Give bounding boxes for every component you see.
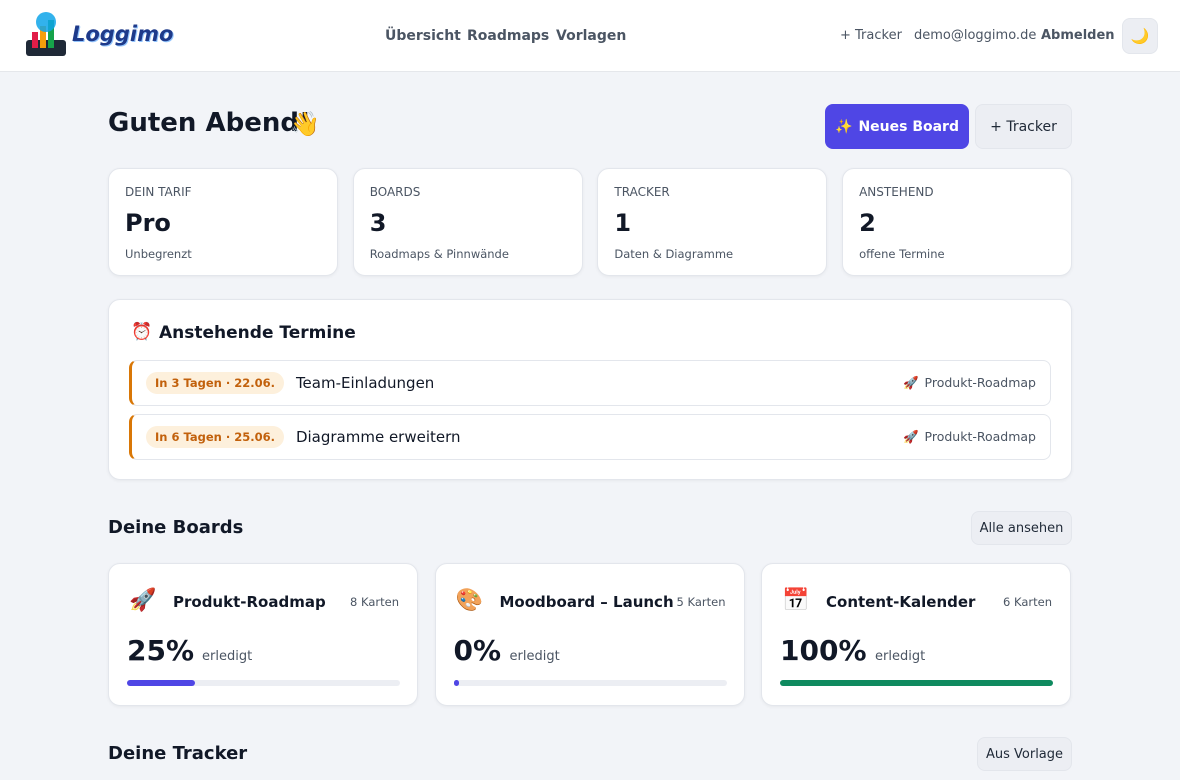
greeting-icon: 👋 bbox=[290, 110, 320, 138]
stat-card: ANSTEHEND 2 offene Termine bbox=[842, 168, 1073, 276]
stat-value: Pro bbox=[125, 209, 171, 237]
board-icon: 🚀 bbox=[129, 588, 157, 613]
progress-bar bbox=[780, 680, 1053, 686]
stat-label: TRACKER bbox=[614, 185, 670, 199]
add-tracker-link[interactable]: + Tracker bbox=[840, 28, 902, 43]
progress-status: erledigt bbox=[202, 649, 253, 664]
board-card[interactable]: 🚀 Produkt-Roadmap 8 Karten 25% erledigt bbox=[108, 563, 418, 706]
card-count: 8 Karten bbox=[350, 595, 399, 609]
appointment-row[interactable]: In 3 Tagen · 22.06. Team-Einladungen 🚀 Prod… bbox=[129, 360, 1051, 406]
stat-label: BOARDS bbox=[369, 185, 421, 199]
button-label: Neues Board bbox=[858, 118, 959, 135]
progress-bar bbox=[127, 680, 196, 686]
progress-status: erledigt bbox=[509, 649, 560, 664]
theme-toggle[interactable]: 🌙 bbox=[1122, 18, 1158, 54]
logo-icon bbox=[26, 12, 66, 56]
board-name: Moodboard – Launch bbox=[499, 593, 674, 611]
stat-label: DEIN TARIF bbox=[125, 185, 192, 199]
board-icon: 🚀 bbox=[902, 375, 919, 390]
panel-title: Anstehende Termine bbox=[159, 323, 356, 343]
section-title: Deine Boards bbox=[108, 517, 244, 538]
stat-value: 2 bbox=[859, 209, 876, 237]
stat-label: ANSTEHEND bbox=[859, 185, 934, 199]
stat-caption: offene Termine bbox=[859, 247, 945, 261]
board-name: Produkt-Roadmap bbox=[924, 429, 1036, 444]
card-count: 5 Karten bbox=[676, 595, 726, 609]
logout-link[interactable]: Abmelden bbox=[1041, 28, 1115, 43]
user-email: demo@loggimo.de bbox=[914, 28, 1037, 43]
button-icon: ✨ bbox=[835, 118, 853, 135]
new-board-button[interactable]: ✨ Neues Board bbox=[825, 104, 969, 149]
logo-text[interactable]: Loggimo bbox=[72, 22, 174, 46]
panel-icon: ⏰ bbox=[131, 322, 153, 342]
stat-card: TRACKER 1 Daten & Diagramme bbox=[597, 168, 828, 276]
appointment-title: Team-Einladungen bbox=[295, 374, 435, 392]
stat-card: DEIN TARIF Pro Unbegrenzt bbox=[108, 168, 338, 276]
view-all-button[interactable]: Alle ansehen bbox=[971, 511, 1072, 545]
board-name: Produkt-Roadmap bbox=[924, 375, 1036, 390]
stat-caption: Unbegrenzt bbox=[125, 247, 192, 261]
board-name: Content-Kalender bbox=[826, 593, 976, 611]
stat-card: BOARDS 3 Roadmaps & Pinnwände bbox=[352, 168, 583, 276]
appointments-panel: ⏰ Anstehende Termine In 3 Tagen · 22.06.… bbox=[108, 299, 1072, 480]
progress-value: 100% bbox=[780, 634, 867, 667]
progress-value: 25% bbox=[127, 634, 195, 667]
progress-track bbox=[127, 680, 400, 686]
nav-link[interactable]: Roadmaps bbox=[467, 28, 550, 44]
board-ref: 🚀 Produkt-Roadmap bbox=[903, 429, 1036, 445]
progress-track bbox=[780, 680, 1053, 686]
board-ref: 🚀 Produkt-Roadmap bbox=[903, 375, 1036, 391]
progress-track bbox=[453, 680, 727, 686]
progress-status: erledigt bbox=[875, 649, 926, 664]
board-icon: 📅 bbox=[782, 588, 810, 613]
stat-value: 1 bbox=[614, 209, 632, 237]
appointment-title: Diagramme erweitern bbox=[295, 428, 461, 446]
add-tracker-button[interactable]: + Tracker bbox=[975, 104, 1072, 149]
board-card[interactable]: 🎨 Moodboard – Launch 5 Karten 0% erledigt bbox=[434, 563, 745, 706]
card-count: 6 Karten bbox=[1003, 595, 1052, 609]
board-card[interactable]: 📅 Content-Kalender 6 Karten 100% erledigt bbox=[761, 563, 1071, 706]
due-badge: In 3 Tagen · 22.06. bbox=[146, 372, 284, 394]
nav-link[interactable]: Übersicht bbox=[385, 28, 461, 44]
nav-link[interactable]: Vorlagen bbox=[556, 28, 627, 44]
board-icon: 🎨 bbox=[455, 588, 483, 613]
stat-caption: Roadmaps & Pinnwände bbox=[369, 247, 509, 261]
appointment-row[interactable]: In 6 Tagen · 25.06. Diagramme erweitern 🚀 P… bbox=[129, 414, 1051, 460]
stat-caption: Daten & Diagramme bbox=[614, 247, 734, 261]
due-badge: In 6 Tagen · 25.06. bbox=[146, 426, 284, 448]
stat-value: 3 bbox=[369, 209, 387, 237]
top-bar: Loggimo Übersicht Roadmaps Vorlagen + Tr… bbox=[0, 0, 1180, 72]
board-name: Produkt-Roadmap bbox=[173, 593, 326, 611]
board-icon: 🚀 bbox=[902, 429, 919, 444]
progress-bar bbox=[453, 680, 459, 686]
section-title: Deine Tracker bbox=[108, 743, 248, 764]
greeting: Guten Abend! bbox=[108, 108, 311, 138]
template-button[interactable]: Aus Vorlage bbox=[977, 737, 1072, 771]
progress-value: 0% bbox=[453, 634, 502, 667]
